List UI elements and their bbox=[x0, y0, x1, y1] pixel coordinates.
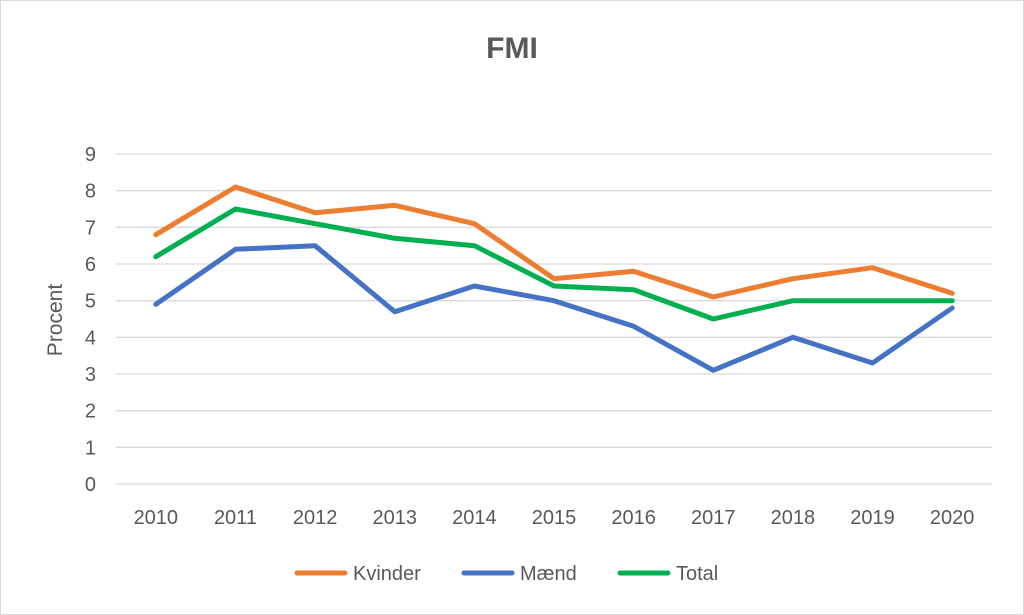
gridlines bbox=[116, 153, 992, 485]
y-tick-label: 2 bbox=[85, 401, 96, 423]
series-line-0 bbox=[153, 184, 955, 300]
y-tick-label: 4 bbox=[85, 327, 96, 349]
x-tick-label: 2014 bbox=[452, 507, 497, 529]
y-tick-label: 1 bbox=[85, 437, 96, 459]
legend-item: Total bbox=[617, 563, 718, 585]
y-tick-label: 9 bbox=[85, 144, 96, 166]
x-tick-label: 2015 bbox=[532, 507, 577, 529]
legend-item: Kvinder bbox=[294, 563, 421, 585]
x-tick-label: 2017 bbox=[691, 507, 736, 529]
x-tick-label: 2019 bbox=[850, 507, 895, 529]
x-axis-ticks: 2010 2011 2012 2013 2014 2015 2016 2017 2018 2019… bbox=[134, 507, 975, 529]
y-tick-label: 8 bbox=[85, 181, 96, 203]
x-tick-label: 2013 bbox=[372, 507, 417, 529]
y-tick-label: 7 bbox=[85, 217, 96, 239]
x-tick-label: 2020 bbox=[930, 507, 975, 529]
y-tick-label: 0 bbox=[85, 474, 96, 496]
x-tick-label: 2016 bbox=[611, 507, 656, 529]
x-tick-label: 2011 bbox=[214, 507, 257, 529]
y-tick-label: 3 bbox=[85, 364, 96, 386]
legend-item: Mænd bbox=[461, 563, 577, 585]
legend-label: Mænd bbox=[520, 563, 577, 585]
y-tick-label: 5 bbox=[85, 291, 96, 313]
legend: Kvinder Mænd Total bbox=[294, 563, 718, 585]
y-axis-title: Procent bbox=[44, 284, 67, 357]
series-line-2 bbox=[153, 206, 955, 322]
series-lines bbox=[153, 184, 955, 373]
x-tick-label: 2012 bbox=[293, 507, 338, 529]
chart-title: FMI bbox=[486, 32, 538, 65]
legend-label: Kvinder bbox=[353, 563, 421, 585]
y-tick-label: 6 bbox=[85, 254, 96, 276]
y-axis-ticks: 0 1 2 3 4 5 6 7 8 9 bbox=[85, 144, 96, 496]
legend-label: Total bbox=[676, 563, 718, 585]
x-tick-label: 2018 bbox=[771, 507, 816, 529]
x-tick-label: 2010 bbox=[134, 507, 179, 529]
series-line-1 bbox=[153, 243, 955, 373]
